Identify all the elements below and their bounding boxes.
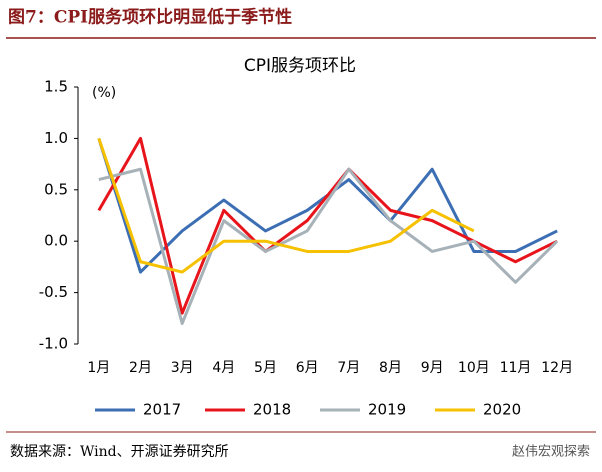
x-tick-label: 1月 bbox=[87, 360, 110, 376]
y-tick-label: -1.0 bbox=[39, 335, 68, 353]
x-tick-label: 7月 bbox=[337, 360, 360, 376]
y-tick-label: -0.5 bbox=[39, 283, 68, 301]
legend-label: 2018 bbox=[253, 401, 291, 419]
x-tick-label: 9月 bbox=[421, 360, 444, 376]
x-tick-label: 4月 bbox=[212, 360, 235, 376]
header-title: 图7：CPI服务项环比明显低于季节性 bbox=[8, 7, 292, 28]
x-tick-label: 6月 bbox=[296, 360, 319, 376]
legend-label: 2019 bbox=[368, 401, 406, 419]
y-tick-label: 1.5 bbox=[44, 78, 68, 96]
x-tick-label: 8月 bbox=[379, 360, 402, 376]
series-line bbox=[97, 137, 475, 274]
x-tick-label: 10月 bbox=[458, 360, 490, 376]
y-tick-label: 0.0 bbox=[44, 232, 68, 250]
source: 数据来源：Wind、开源证券研究所 bbox=[10, 444, 229, 460]
legend-label: 2020 bbox=[483, 401, 521, 419]
y-tick-label: 0.5 bbox=[44, 180, 68, 198]
x-tick-label: 5月 bbox=[254, 360, 277, 376]
x-tick-label: 3月 bbox=[171, 360, 194, 376]
chart-title: CPI服务项环比 bbox=[244, 56, 356, 76]
series-line bbox=[97, 136, 558, 315]
legend-label: 2017 bbox=[143, 401, 181, 419]
y-tick-label: 1.0 bbox=[44, 129, 68, 147]
x-tick-label: 2月 bbox=[129, 360, 152, 376]
x-tick-label: 11月 bbox=[500, 360, 532, 376]
y-unit: (%) bbox=[92, 85, 116, 101]
watermark: 赵伟宏观探索 bbox=[512, 445, 590, 460]
x-tick-label: 12月 bbox=[541, 360, 573, 376]
series-line bbox=[98, 167, 559, 325]
